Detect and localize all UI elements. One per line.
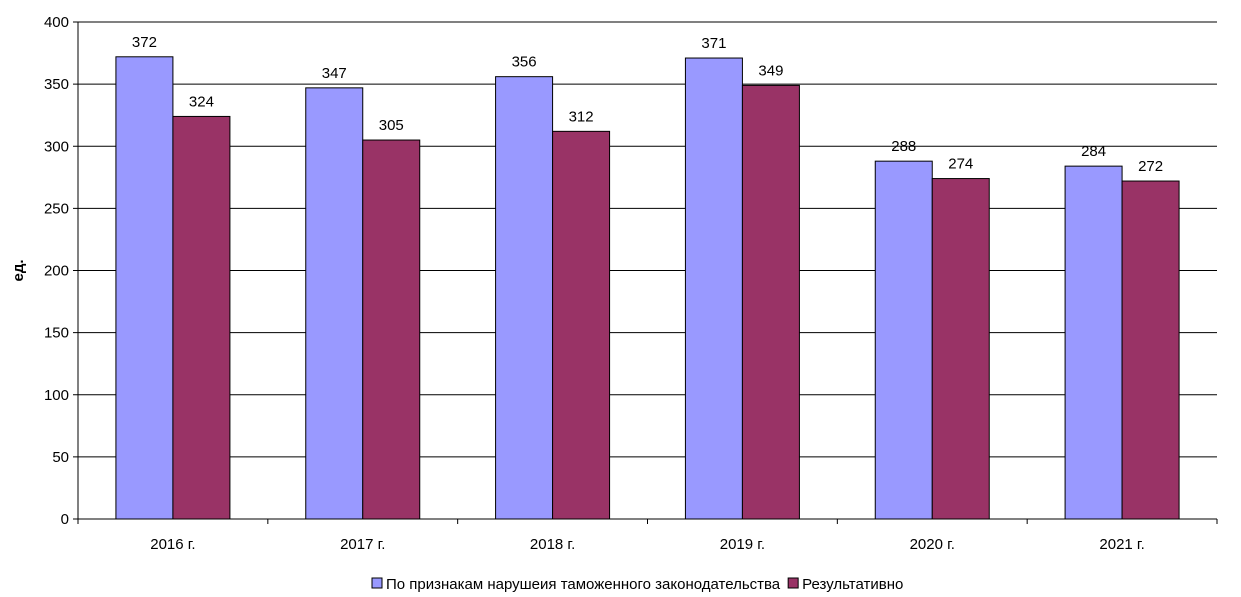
legend: По признакам нарушеия таможенного законо… [371,576,903,593]
bar-effective [552,130,611,520]
legend-label: По признакам нарушеия таможенного законо… [386,576,781,593]
bar-violations [874,160,933,520]
data-label: 288 [891,138,916,155]
data-label: 356 [512,54,537,71]
bar-effective [172,115,231,520]
data-label: 272 [1138,158,1163,175]
y-tick-label: 0 [61,511,69,528]
data-label: 284 [1081,143,1106,160]
data-label: 372 [132,34,157,51]
y-tick-label: 350 [44,76,69,93]
y-axis-title: ед. [10,259,27,281]
y-tick-label: 400 [44,14,69,31]
labels: 0 50 100 150 200 250 300 350 400 2016 г. 372 324 201… [44,14,1163,553]
bars [115,56,1180,520]
y-tick-label: 200 [44,263,69,280]
data-label: 347 [322,65,347,82]
bar-violations [495,76,554,520]
data-label: 305 [379,117,404,134]
y-tick-label: 150 [44,325,69,342]
legend-swatch [787,577,799,589]
bar-effective [362,139,421,520]
y-tick-label: 250 [44,200,69,217]
y-tick-label: 50 [52,449,69,466]
data-label: 312 [569,108,594,125]
bar-violations [1064,165,1123,520]
x-tick-label: 2016 г. [150,536,195,553]
gridlines [78,21,1217,458]
axes [73,21,1218,524]
data-label: 349 [758,62,783,79]
legend-label: Результативно [802,576,903,593]
data-label: 274 [948,156,973,173]
bar-effective [741,84,800,520]
x-tick-label: 2019 г. [720,536,765,553]
bar-effective [931,178,990,520]
bar-violations [115,56,174,520]
data-label: 371 [701,35,726,52]
y-tick-label: 300 [44,138,69,155]
x-tick-label: 2021 г. [1099,536,1144,553]
legend-swatch [371,577,383,589]
x-tick-label: 2017 г. [340,536,385,553]
data-label: 324 [189,93,214,110]
bar-violations [684,57,743,520]
y-tick-label: 100 [44,387,69,404]
x-tick-label: 2018 г. [530,536,575,553]
bar-effective [1121,180,1180,520]
x-tick-label: 2020 г. [910,536,955,553]
bar-violations [305,87,364,520]
